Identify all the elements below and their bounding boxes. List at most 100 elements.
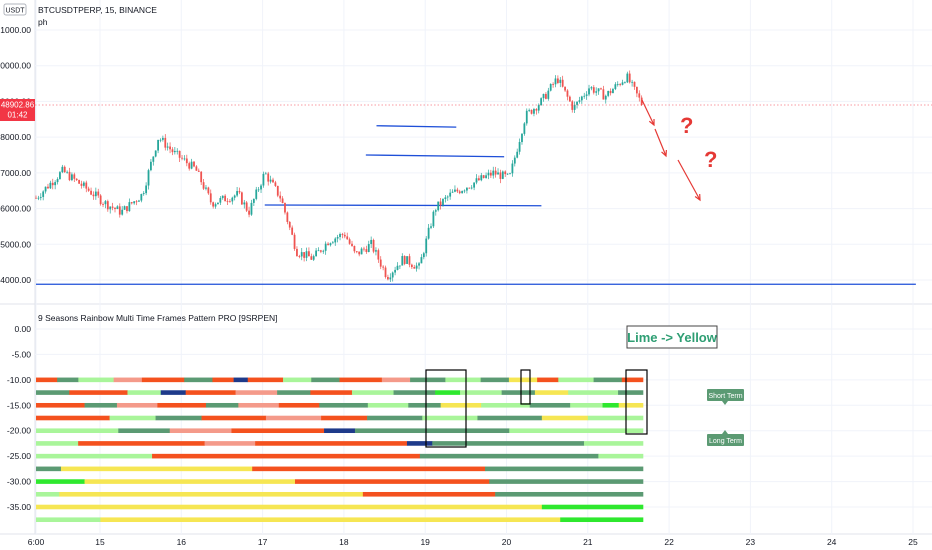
arrow-line	[641, 99, 655, 126]
candle	[425, 238, 428, 254]
candle	[473, 182, 476, 188]
candle	[71, 174, 73, 181]
candle	[597, 88, 600, 92]
candle	[47, 186, 49, 189]
candle	[564, 86, 566, 91]
currency-badge[interactable]: USDT	[5, 8, 25, 15]
candle	[379, 259, 382, 267]
candle	[355, 251, 358, 253]
heatmap-segment	[36, 415, 110, 421]
heatmap-segment	[310, 390, 353, 395]
candle	[576, 101, 578, 105]
candle	[592, 87, 595, 93]
candle	[420, 257, 423, 264]
chart-title: BTCUSDTPERP, 15, BINANCE	[38, 5, 157, 15]
candle	[200, 171, 203, 183]
candle	[537, 105, 540, 111]
candle	[607, 90, 610, 96]
candle	[317, 250, 320, 252]
candle	[99, 195, 102, 205]
candle	[195, 166, 198, 171]
candle	[142, 193, 145, 195]
candle	[293, 234, 296, 249]
heatmap-segment	[60, 466, 253, 472]
candle	[609, 90, 612, 94]
candle	[516, 151, 519, 158]
candle	[513, 157, 516, 164]
candle	[633, 81, 636, 87]
candle	[267, 173, 270, 182]
price-tick-label: 44000.00	[0, 275, 31, 285]
arrow-head	[648, 118, 655, 127]
time-tick-label: 18	[339, 537, 349, 547]
highlight-box-2	[520, 369, 531, 405]
candle	[87, 188, 90, 191]
support-line[interactable]	[365, 154, 505, 158]
candle	[401, 256, 404, 266]
candle	[375, 250, 377, 252]
candle	[92, 194, 95, 197]
candle	[638, 93, 641, 98]
support-line[interactable]	[376, 125, 457, 128]
price-axis[interactable]: 51000.0050000.0049000.0048000.0047000.00…	[0, 25, 932, 285]
time-axis[interactable]: 6:00 15 16 17 18 19 20 21 22 23 24 25	[28, 0, 918, 547]
candle	[482, 175, 485, 178]
heatmap-segment	[321, 415, 368, 421]
candle	[561, 79, 564, 87]
candle	[389, 277, 392, 280]
candle	[111, 206, 114, 208]
candle	[54, 182, 57, 186]
candle	[188, 163, 191, 169]
candle	[243, 202, 246, 205]
heatmap-segment	[435, 390, 461, 395]
candle	[341, 233, 344, 235]
time-tick-label: 21	[583, 537, 593, 547]
candle	[73, 174, 76, 179]
candle	[114, 207, 116, 210]
candle	[343, 234, 346, 237]
time-tick-label: 23	[746, 537, 756, 547]
candle	[528, 109, 531, 111]
currency-badge-box[interactable]	[3, 3, 27, 16]
candle	[568, 96, 571, 102]
candle	[530, 109, 533, 114]
heatmap-segment	[583, 441, 644, 446]
candle	[504, 171, 507, 175]
heatmap-segment	[283, 377, 312, 383]
candle	[82, 182, 85, 186]
price-tick-label: 47000.00	[0, 168, 31, 178]
candle	[334, 238, 337, 243]
indicator-title[interactable]: 9 Seasons Rainbow Multi Time Frames Patt…	[38, 313, 278, 323]
candle	[161, 137, 164, 140]
candle	[487, 172, 490, 176]
candle	[523, 123, 526, 134]
arrow-head	[694, 193, 701, 202]
heatmap-segment	[419, 453, 599, 459]
heatmap-segment	[495, 491, 644, 497]
heatmap-segment	[36, 441, 79, 446]
candle	[252, 198, 255, 203]
candle	[463, 190, 466, 192]
long-term-pointer	[722, 430, 728, 434]
candle	[157, 139, 159, 151]
candle	[408, 256, 411, 265]
candle	[44, 186, 47, 192]
candle	[42, 191, 45, 197]
arrow-line	[654, 128, 667, 157]
candle	[600, 88, 602, 90]
chart-subtitle: ph	[38, 17, 48, 27]
heatmap-segment	[57, 377, 79, 383]
heatmap-segment	[354, 428, 510, 434]
candle	[434, 210, 437, 212]
candle	[377, 250, 380, 260]
heatmap-segment	[265, 415, 322, 421]
candle	[329, 243, 332, 246]
candle	[178, 150, 181, 158]
time-tick-label: 16	[177, 537, 187, 547]
candle	[499, 172, 502, 179]
candle	[288, 221, 291, 228]
candle	[75, 178, 78, 181]
support-line[interactable]	[264, 204, 542, 207]
candle	[284, 203, 286, 213]
